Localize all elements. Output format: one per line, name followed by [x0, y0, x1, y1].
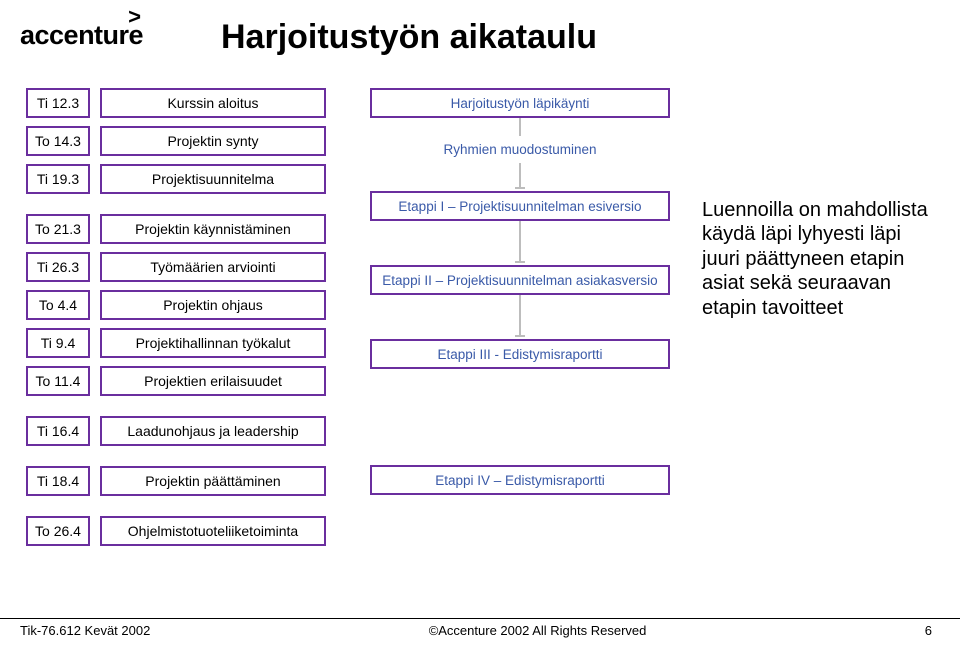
schedule-row: Ti 12.3 Kurssin aloitus: [26, 88, 326, 118]
footer-right: 6: [925, 623, 932, 638]
connector-line: [519, 221, 521, 261]
topic-box: Kurssin aloitus: [100, 88, 326, 118]
flow-step-3: Etappi II – Projektisuunnitelman asiakas…: [370, 265, 670, 295]
connector-line: [519, 295, 521, 335]
schedule-row: To 4.4 Projektin ohjaus: [26, 290, 326, 320]
date-box: Ti 12.3: [26, 88, 90, 118]
footer: Tik-76.612 Kevät 2002 ©Accenture 2002 Al…: [0, 618, 960, 638]
footer-left: Tik-76.612 Kevät 2002: [20, 623, 150, 638]
schedule-row: Ti 18.4 Projektin päättäminen: [26, 466, 326, 496]
header: > accenture Harjoitustyön aikataulu: [0, 0, 960, 57]
schedule-row: Ti 9.4 Projektihallinnan työkalut: [26, 328, 326, 358]
date-box: Ti 9.4: [26, 328, 90, 358]
accenture-logo: > accenture: [20, 8, 185, 51]
schedule-row: Ti 19.3 Projektisuunnitelma: [26, 164, 326, 194]
topic-box: Projektin päättäminen: [100, 466, 326, 496]
page-title: Harjoitustyön aikataulu: [221, 18, 597, 57]
topic-box: Projektin käynnistäminen: [100, 214, 326, 244]
flow-step-5: Etappi IV – Edistymisraportti: [370, 465, 670, 495]
topic-box: Projektien erilaisuudet: [100, 366, 326, 396]
date-box: Ti 19.3: [26, 164, 90, 194]
connector-end-icon: [515, 261, 525, 263]
date-box: Ti 18.4: [26, 466, 90, 496]
schedule-column: Ti 12.3 Kurssin aloitus To 14.3 Projekti…: [26, 88, 326, 554]
schedule-row: To 21.3 Projektin käynnistäminen: [26, 214, 326, 244]
connector-end-icon: [515, 187, 525, 189]
schedule-row: To 26.4 Ohjelmistotuoteliiketoiminta: [26, 516, 326, 546]
date-box: To 11.4: [26, 366, 90, 396]
flow-step-2: Etappi I – Projektisuunnitelman esiversi…: [370, 191, 670, 221]
schedule-row: Ti 26.3 Työmäärien arviointi: [26, 252, 326, 282]
footer-center: ©Accenture 2002 All Rights Reserved: [429, 623, 647, 638]
logo-gt-icon: >: [128, 6, 139, 31]
schedule-row: To 11.4 Projektien erilaisuudet: [26, 366, 326, 396]
connector-end-icon: [515, 335, 525, 337]
date-box: To 4.4: [26, 290, 90, 320]
date-box: To 14.3: [26, 126, 90, 156]
schedule-row: To 14.3 Projektin synty: [26, 126, 326, 156]
schedule-row: Ti 16.4 Laadunohjaus ja leadership: [26, 416, 326, 446]
date-box: Ti 16.4: [26, 416, 90, 446]
flow-column: Harjoitustyön läpikäynti Ryhmien muodost…: [370, 88, 670, 495]
flow-step-1: Harjoitustyön läpikäynti: [370, 88, 670, 118]
connector-line: [519, 163, 521, 187]
flow-teams-label: Ryhmien muodostuminen: [370, 142, 670, 157]
logo-text: accenture: [20, 20, 185, 51]
topic-box: Ohjelmistotuoteliiketoiminta: [100, 516, 326, 546]
topic-box: Laadunohjaus ja leadership: [100, 416, 326, 446]
topic-box: Projektisuunnitelma: [100, 164, 326, 194]
date-box: To 21.3: [26, 214, 90, 244]
date-box: Ti 26.3: [26, 252, 90, 282]
flow-step-4: Etappi III - Edistymisraportti: [370, 339, 670, 369]
side-note: Luennoilla on mahdollista käydä läpi lyh…: [702, 198, 934, 320]
date-box: To 26.4: [26, 516, 90, 546]
topic-box: Projektin synty: [100, 126, 326, 156]
topic-box: Työmäärien arviointi: [100, 252, 326, 282]
topic-box: Projektin ohjaus: [100, 290, 326, 320]
topic-box: Projektihallinnan työkalut: [100, 328, 326, 358]
connector-line: [519, 118, 521, 136]
